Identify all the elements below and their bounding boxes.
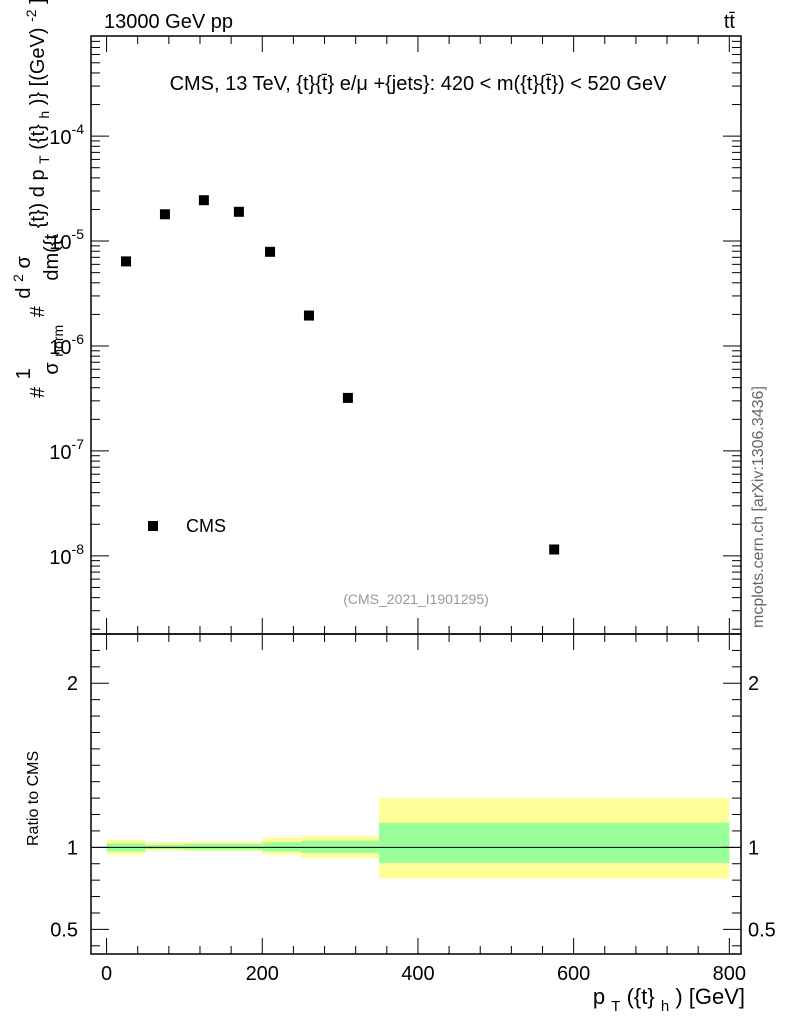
data-point — [121, 256, 132, 267]
process-label: tt̄ — [724, 11, 736, 33]
ylabel-frac2-num-sup: 2 — [10, 274, 26, 282]
ratio-x-axis-label: p T ({t} h ) [GeV] — [593, 984, 745, 1016]
ylabel-tail3: )} [(GeV) — [27, 27, 49, 105]
main-plot-frame — [90, 35, 742, 635]
data-point — [159, 209, 170, 220]
ylabel-prefix: # — [27, 386, 49, 398]
data-point — [342, 392, 353, 403]
tick-exponent: -8 — [72, 541, 85, 557]
ylabel-frac1-den: σ — [41, 362, 63, 375]
ylabel-tail2: ({t} — [27, 124, 49, 150]
ratio-y-tick-label-right: 1 — [748, 837, 759, 859]
data-point — [549, 544, 560, 555]
data-point — [198, 195, 209, 206]
main-y-tick-label: 10-6 — [49, 331, 84, 359]
ylabel-mid: # — [27, 305, 49, 317]
tick-exponent: -4 — [72, 121, 85, 137]
ratio-x-tick-label: 0 — [101, 963, 112, 985]
tick-mantissa: 10 — [49, 547, 71, 569]
xlabel-tail: ) [GeV] — [675, 984, 745, 1009]
tick-exponent: -6 — [72, 331, 85, 347]
tick-mantissa: 10 — [49, 442, 71, 464]
main-plot-title: CMS, 13 TeV, {t}{t̄} e/μ +{jets}: 420 < … — [170, 73, 668, 95]
energy-label: 13000 GeV pp — [104, 11, 233, 33]
ratio-x-tick-label: 800 — [713, 963, 746, 985]
xlabel-p: p — [593, 984, 605, 1009]
ylabel-frac1-num: 1 — [13, 368, 35, 379]
ratio-y-tick-label: 2 — [67, 673, 78, 695]
ratio-x-tick-label: 200 — [246, 963, 279, 985]
data-point — [233, 206, 244, 217]
ratio-y-axis: 0.5 0.5 1 1 2 2 — [50, 649, 776, 947]
ylabel-frac2-num: d — [13, 287, 35, 298]
ratio-plot-frame — [90, 633, 742, 955]
ratio-x-axis: 0 200 400 600 800 — [101, 634, 746, 985]
ratio-y-axis-label: Ratio to CMS — [25, 751, 42, 846]
ratio-y-tick-label-right: 0.5 — [748, 919, 776, 941]
ratio-bands — [106, 798, 730, 879]
legend-label-cms: CMS — [186, 516, 226, 536]
ylabel-frac1-den-sub: norm — [50, 325, 66, 357]
main-y-tick-label: 10-8 — [49, 541, 84, 569]
ylabel-frac2-den: dm({t — [41, 233, 63, 280]
ratio-x-tick-label: 400 — [401, 963, 434, 985]
legend-marker-cms — [148, 521, 158, 531]
watermark: mcplots.cern.ch [arXiv:1306.3436] — [750, 386, 767, 628]
main-y-tick-label: 10-7 — [49, 436, 84, 464]
ratio-band-segment — [379, 822, 730, 863]
xlabel-mid: ({t} — [627, 984, 655, 1009]
tick-mantissa: 10 — [49, 232, 71, 254]
ylabel-tail-sup: -2 — [23, 9, 39, 22]
ylabel-tail-sub: T — [36, 155, 52, 164]
main-y-tick-label: 10-4 — [49, 121, 84, 149]
data-point — [303, 310, 314, 321]
main-x-ticks — [106, 36, 730, 634]
tick-exponent: -7 — [72, 436, 85, 452]
data-series-cms — [121, 195, 560, 555]
ylabel-tail: {t}) d p — [27, 169, 49, 228]
ylabel-tail-sub2: h — [36, 111, 52, 119]
ratio-y-tick-label: 0.5 — [50, 919, 78, 941]
tick-exponent: -5 — [72, 226, 85, 242]
xlabel-sub2: h — [661, 998, 669, 1015]
ratio-y-tick-label-right: 2 — [748, 673, 759, 695]
main-y-axis-label: # 1 σ norm # d 2 σ dm({t {t}) d p T ({t}… — [6, 0, 68, 398]
ratio-y-tick-label: 1 — [67, 837, 78, 859]
main-y-tick-label: 10-5 — [49, 226, 84, 254]
tick-mantissa: 10 — [49, 127, 71, 149]
ratio-x-tick-label: 600 — [557, 963, 590, 985]
data-point — [265, 246, 276, 257]
tick-mantissa: 10 — [49, 337, 71, 359]
ylabel-tail4: ] — [27, 0, 49, 4]
analysis-id: (CMS_2021_I1901295) — [343, 591, 489, 607]
xlabel-sub1: T — [611, 998, 620, 1015]
main-y-axis: 10-810-710-610-510-4 — [49, 40, 741, 630]
ylabel-frac2-num-tail: σ — [13, 256, 35, 269]
